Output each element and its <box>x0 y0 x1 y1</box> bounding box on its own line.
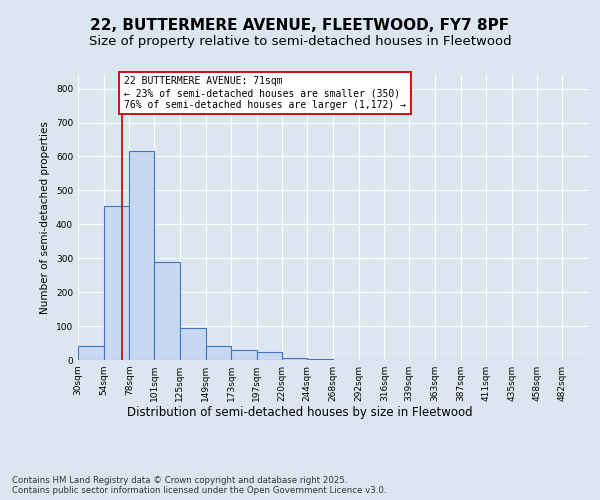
Text: 22 BUTTERMERE AVENUE: 71sqm
← 23% of semi-detached houses are smaller (350)
76% : 22 BUTTERMERE AVENUE: 71sqm ← 23% of sem… <box>124 76 406 110</box>
Bar <box>257 352 281 360</box>
Bar <box>154 262 180 360</box>
Text: Contains HM Land Registry data © Crown copyright and database right 2025.
Contai: Contains HM Land Registry data © Crown c… <box>12 476 386 495</box>
Y-axis label: Number of semi-detached properties: Number of semi-detached properties <box>40 121 50 314</box>
Text: Size of property relative to semi-detached houses in Fleetwood: Size of property relative to semi-detach… <box>89 35 511 48</box>
Text: 22, BUTTERMERE AVENUE, FLEETWOOD, FY7 8PF: 22, BUTTERMERE AVENUE, FLEETWOOD, FY7 8P… <box>91 18 509 32</box>
Bar <box>130 152 154 360</box>
Bar <box>180 328 205 360</box>
Text: Distribution of semi-detached houses by size in Fleetwood: Distribution of semi-detached houses by … <box>127 406 473 419</box>
Bar <box>231 350 257 360</box>
Bar <box>104 206 130 360</box>
Bar <box>281 358 307 360</box>
Bar <box>205 346 231 360</box>
Bar <box>78 346 104 360</box>
